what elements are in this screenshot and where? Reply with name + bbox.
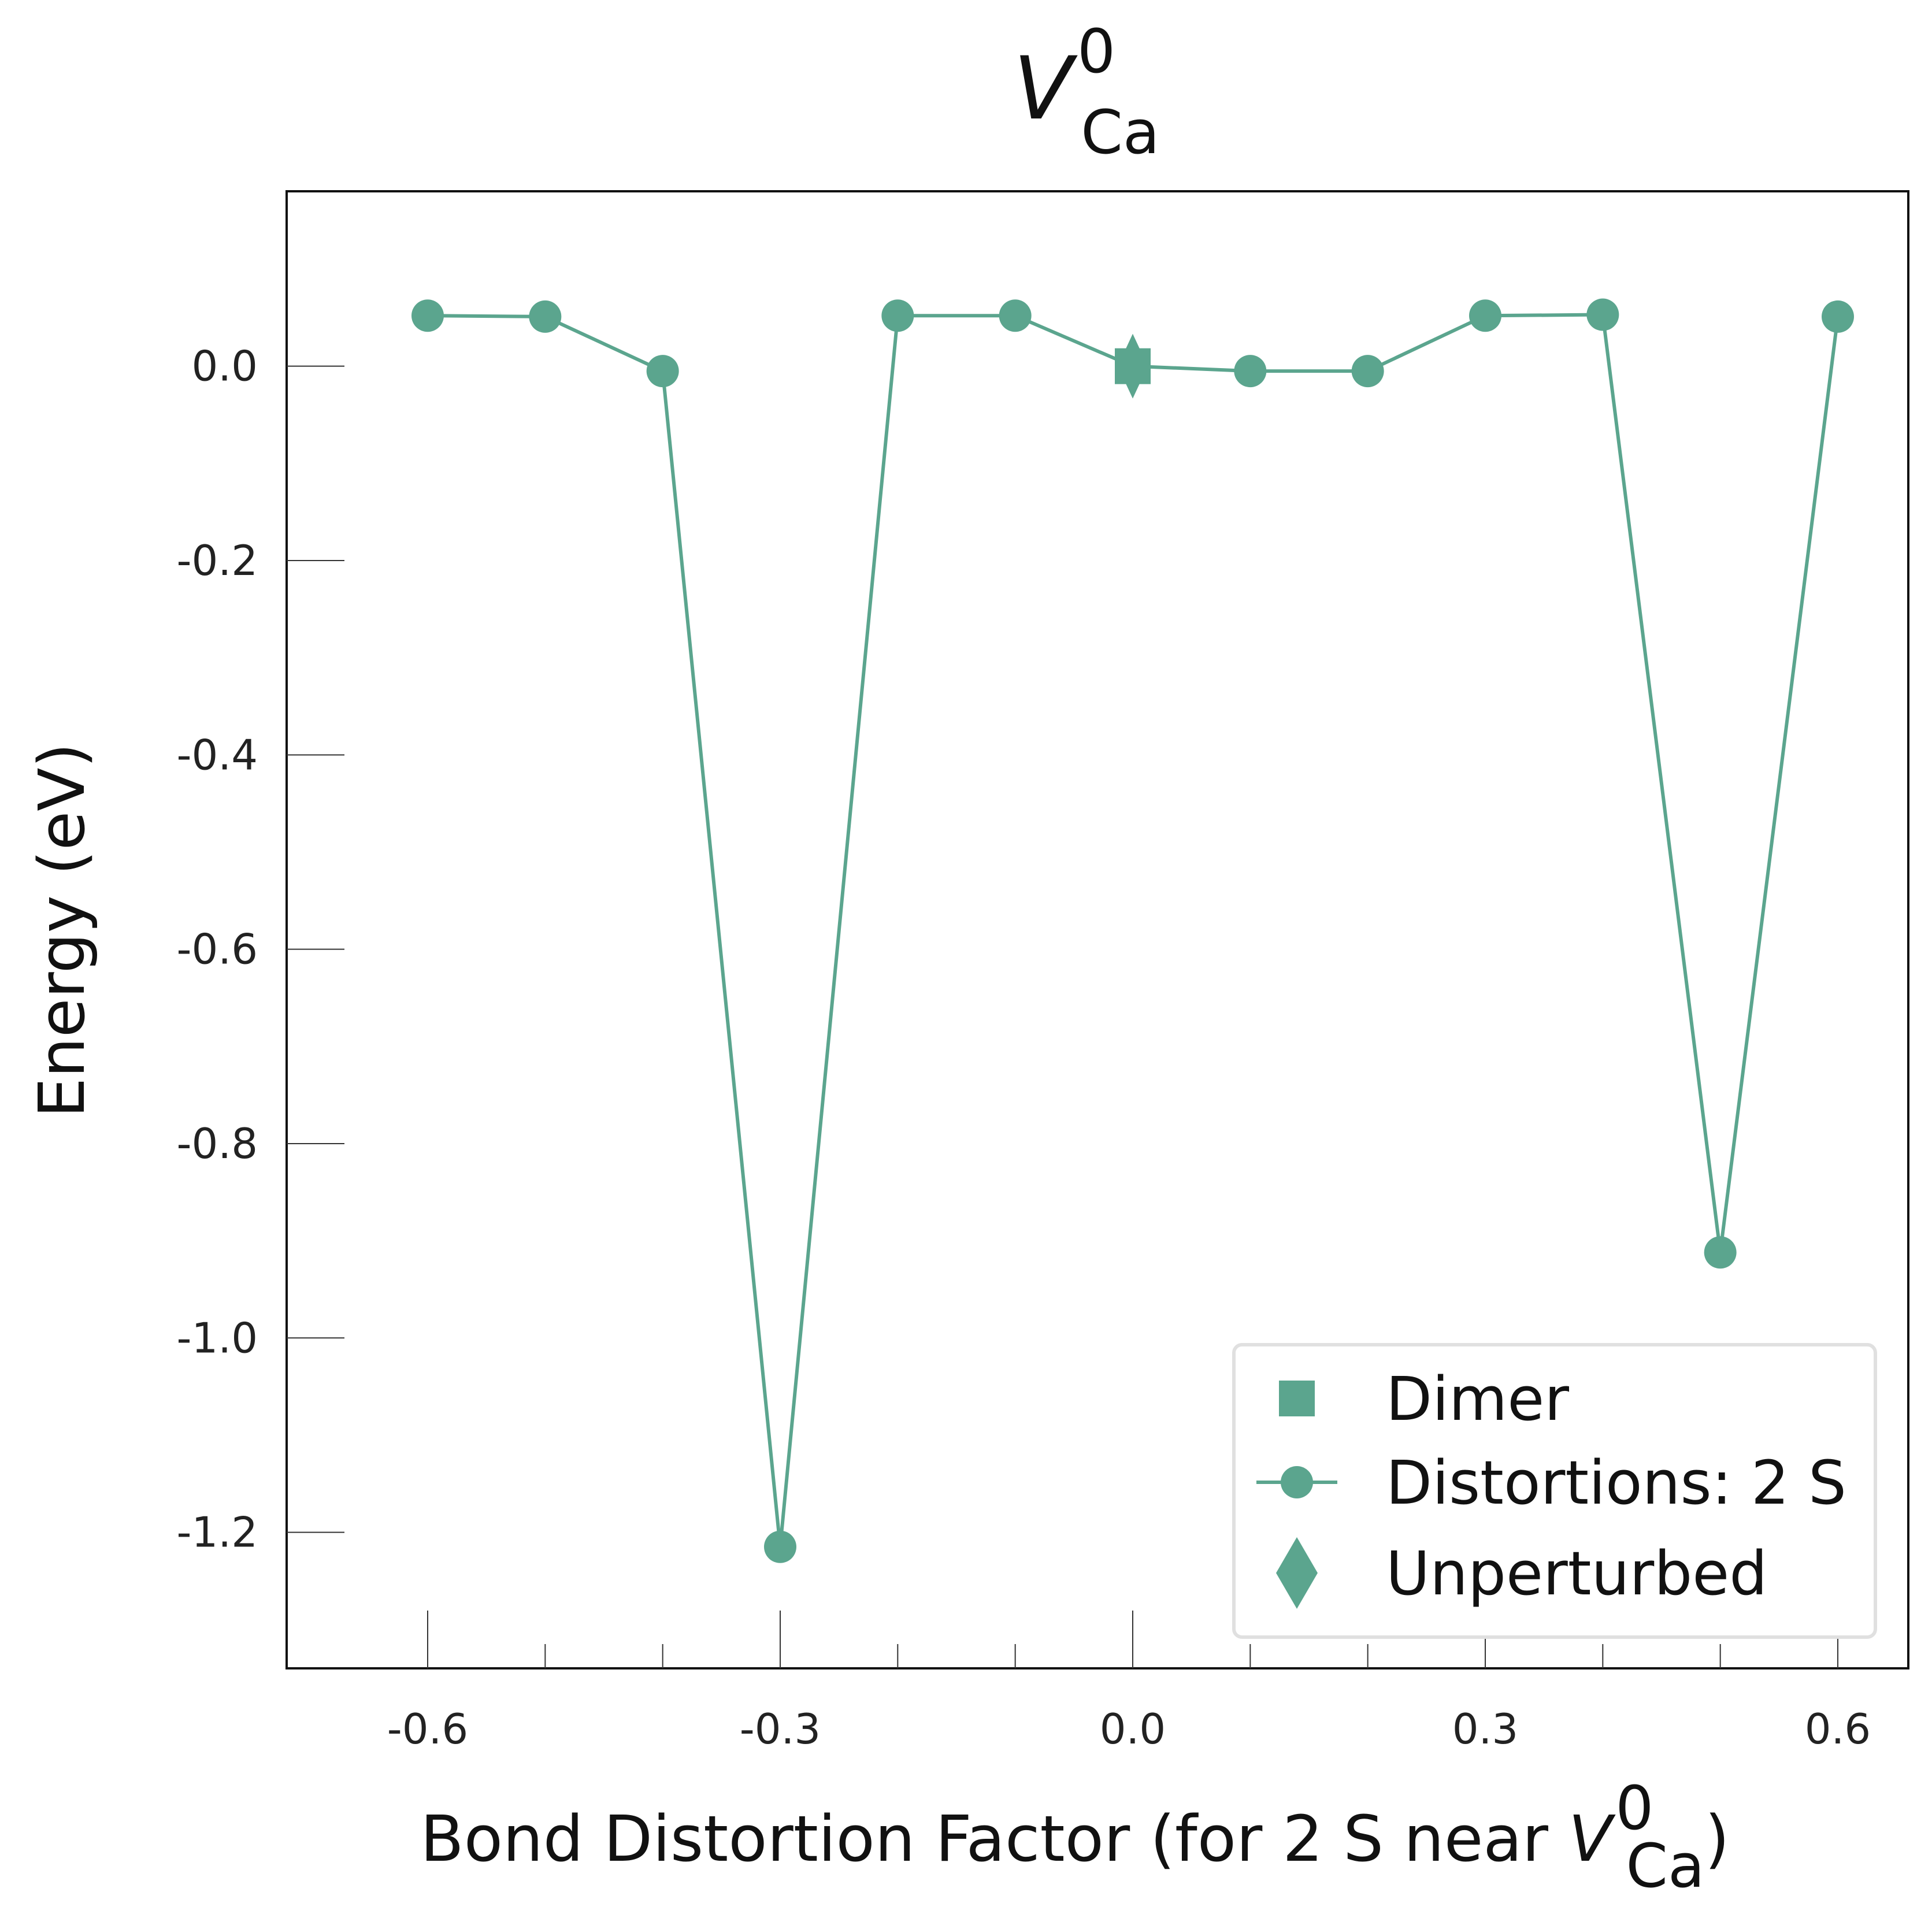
y-axis-label: Energy (eV) [25,743,99,1118]
x-tick-label: -0.6 [387,1705,468,1753]
y-tick-label: -0.8 [177,1119,258,1168]
x-axis-label-text: Bond Distortion Factor (for 2 S near [420,1802,1568,1876]
data-point-distortions [1704,1236,1737,1269]
y-tick-label: 0.0 [191,342,258,391]
legend: Dimer Distortions: 2 S Unperturbed [1232,1343,1877,1639]
data-point-distortions [1234,355,1267,388]
x-axis-label-sup: 0 [1615,1773,1653,1843]
chart-title-sub: Ca [1081,97,1159,168]
y-tick-label: -1.0 [177,1314,258,1362]
legend-label: Distortions: 2 S [1386,1448,1846,1518]
chart-title-sup: 0 [1077,16,1115,87]
x-axis-label-sub: Ca [1626,1831,1704,1901]
x-axis-label-close: ) [1705,1802,1730,1876]
data-point-distortions [881,299,914,332]
x-tick-label: 0.0 [1100,1705,1166,1753]
data-point-distortions [999,299,1032,332]
legend-label: Dimer [1386,1364,1569,1434]
y-tick-label: -1.2 [177,1508,258,1557]
y-tick-label: -0.2 [177,536,258,585]
x-tick-label: -0.3 [740,1705,821,1753]
ticks-layer: -0.6 -0.3 0.0 0.3 0.6 0.0 -0.2 -0.4 -0.6 -0.8 -1.0… [177,342,1871,1753]
x-axis-label-var: V [1568,1802,1616,1876]
data-point-distortions [1469,299,1501,332]
data-point-distortions [646,355,679,388]
data-point-distortions [529,300,562,333]
data-point-distortions [1586,298,1619,331]
legend-items: Dimer Distortions: 2 S Unperturbed [1256,1364,1846,1609]
x-axis-label: Bond Distortion Factor (for 2 S near V0 C… [420,1773,1729,1901]
data-point-distortions [1822,300,1854,333]
data-point-distortions [1351,355,1384,388]
chart-title: V0 Ca [1013,16,1159,168]
y-tick-label: -0.4 [177,730,258,779]
legend-box [1232,1343,1877,1639]
x-tick-label: 0.3 [1452,1705,1519,1753]
plot-frame [285,190,1909,1669]
legend-marker-dimer [1279,1381,1315,1416]
data-point-distortions [411,299,444,332]
legend-marker-distortions [1281,1466,1313,1498]
series-layer [411,298,1854,1563]
data-point-unperturbed [1118,333,1148,399]
data-point-distortions [764,1530,796,1563]
legend-label: Unperturbed [1386,1538,1767,1609]
y-tick-label: -0.6 [177,925,258,974]
x-tick-label: 0.6 [1805,1705,1871,1753]
chart-title-var: V [1013,39,1078,139]
legend-marker-unperturbed [1276,1537,1318,1609]
